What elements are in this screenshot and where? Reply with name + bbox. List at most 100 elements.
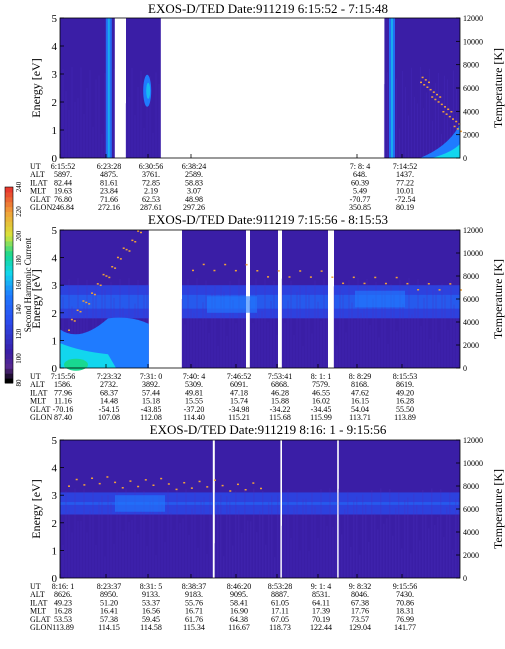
y-tick-label: 1 xyxy=(52,335,58,347)
table-cell: 112.08 xyxy=(140,413,162,422)
table-cell: 118.73 xyxy=(269,623,291,632)
table-cell: 7430. xyxy=(396,590,414,599)
temperature-point xyxy=(121,487,124,489)
colorbar-step xyxy=(5,201,13,208)
y-right-tick-label: 2000 xyxy=(463,131,479,140)
colorbar-step xyxy=(5,250,13,257)
temperature-point xyxy=(128,250,131,252)
y-tick-label: 5 xyxy=(52,13,58,25)
table-cell: 57.44 xyxy=(142,388,160,397)
colorbar-step xyxy=(5,255,13,261)
temperature-point xyxy=(460,130,462,133)
thermal-band xyxy=(60,285,149,319)
table-cell: 47.18 xyxy=(230,388,248,397)
table-cell: 58.41 xyxy=(230,598,248,607)
colorbar-step xyxy=(5,187,13,193)
y-right-tick-label: 8000 xyxy=(463,482,479,491)
table-cell: 10.01 xyxy=(396,187,414,196)
y-right-tick-label: 12000 xyxy=(463,226,483,235)
y-tick-label: 0 xyxy=(52,153,58,165)
colorbar-step xyxy=(5,216,13,222)
y-right-axis-label: Temperature [K] xyxy=(491,48,505,128)
table-cell: 116.67 xyxy=(228,623,250,632)
table-row-label: GLAT xyxy=(30,405,51,414)
table-cell: 8046. xyxy=(351,590,369,599)
table-cell: 15.55 xyxy=(185,397,203,406)
temperature-point xyxy=(140,231,142,234)
thermal-band xyxy=(214,492,281,515)
temperature-point xyxy=(429,88,432,91)
table-cell: 19.63 xyxy=(54,187,72,196)
temperature-point xyxy=(114,267,117,269)
table-cell: 9: 1: 4 xyxy=(311,582,331,591)
colorbar-tick-label: 160 xyxy=(15,279,23,290)
table-cell: 350.85 xyxy=(349,203,371,212)
table-cell: 8:23:37 xyxy=(97,582,121,591)
temperature-point xyxy=(460,289,462,291)
temperature-point xyxy=(458,123,461,125)
colorbar-step xyxy=(5,324,13,330)
table-cell: -54.15 xyxy=(99,405,120,414)
temperature-point xyxy=(75,478,78,481)
table-cell: 115.21 xyxy=(228,413,250,422)
table-cell: 57.38 xyxy=(100,615,118,624)
table-cell: 15.74 xyxy=(230,397,248,406)
colorbar-step xyxy=(5,226,13,232)
y-axis-label: Energy [eV] xyxy=(29,269,43,328)
feature-band xyxy=(207,296,257,313)
y-right-tick-label: 10000 xyxy=(463,459,483,468)
table-cell: 87.40 xyxy=(54,413,72,422)
table-cell: 114.15 xyxy=(98,623,120,632)
temperature-point xyxy=(68,485,70,487)
table-row-label: UT xyxy=(30,582,41,591)
table-cell: 76.99 xyxy=(396,615,414,624)
table-cell: -70.16 xyxy=(53,405,74,414)
temperature-point xyxy=(93,293,96,296)
segment-background xyxy=(384,18,460,158)
colorbar-tick-label: 180 xyxy=(15,255,23,266)
temperature-point xyxy=(449,283,452,285)
temperature-point xyxy=(175,488,178,491)
table-cell: 55.50 xyxy=(396,405,414,414)
temperature-point xyxy=(190,487,193,489)
table-cell: 9:15:56 xyxy=(393,582,417,591)
table-cell: 8: 8:29 xyxy=(349,372,371,381)
table-cell: 8619. xyxy=(396,380,414,389)
temperature-point xyxy=(252,482,255,484)
table-cell: 71.66 xyxy=(100,195,118,204)
y-right-tick-label: 8000 xyxy=(463,61,479,70)
table-cell: 46.55 xyxy=(312,388,330,397)
colorbar-step xyxy=(5,373,13,379)
colorbar-tick-label: 120 xyxy=(15,328,23,339)
temperature-point xyxy=(125,248,128,251)
table-row-label: MLT xyxy=(30,187,46,196)
temperature-point xyxy=(456,128,459,130)
temperature-point xyxy=(83,484,86,486)
temperature-point xyxy=(105,275,108,277)
table-row-label: ILAT xyxy=(30,388,47,397)
panel-2: EXOS-D/TED Date:911219 7:15:56 - 8:15:53… xyxy=(29,212,505,422)
table-row-label: GLON xyxy=(30,203,52,212)
table-cell: 5.49 xyxy=(353,187,367,196)
temperature-point xyxy=(102,273,105,276)
colorbar-label: Second Harmonic Current xyxy=(23,237,33,332)
table-cell: 7:15:56 xyxy=(51,372,75,381)
y-tick-label: 5 xyxy=(52,435,58,447)
table-cell: 9133. xyxy=(142,590,160,599)
temperature-point xyxy=(424,79,427,81)
y-right-tick-label: 10000 xyxy=(463,249,483,258)
temperature-point xyxy=(423,84,426,86)
temperature-point xyxy=(299,270,302,272)
temperature-point xyxy=(122,247,125,249)
colorbar-step xyxy=(5,196,13,203)
temperature-point xyxy=(434,98,437,101)
temperature-point xyxy=(384,282,387,285)
temperature-point xyxy=(221,484,224,487)
panels: EXOS-D/TED Date:911219 6:15:52 - 7:15:48… xyxy=(29,1,505,632)
y-axis-label: Energy [eV] xyxy=(29,479,43,538)
ephemeris-table: UT 7:15:56 7:23:32 7:31: 0 7:40: 4 7:46:52 7:5… xyxy=(30,372,417,422)
table-cell: 64.11 xyxy=(312,598,330,607)
temperature-point xyxy=(395,276,398,279)
y-right-tick-label: 0 xyxy=(463,364,467,373)
colorbar-step xyxy=(5,358,13,364)
